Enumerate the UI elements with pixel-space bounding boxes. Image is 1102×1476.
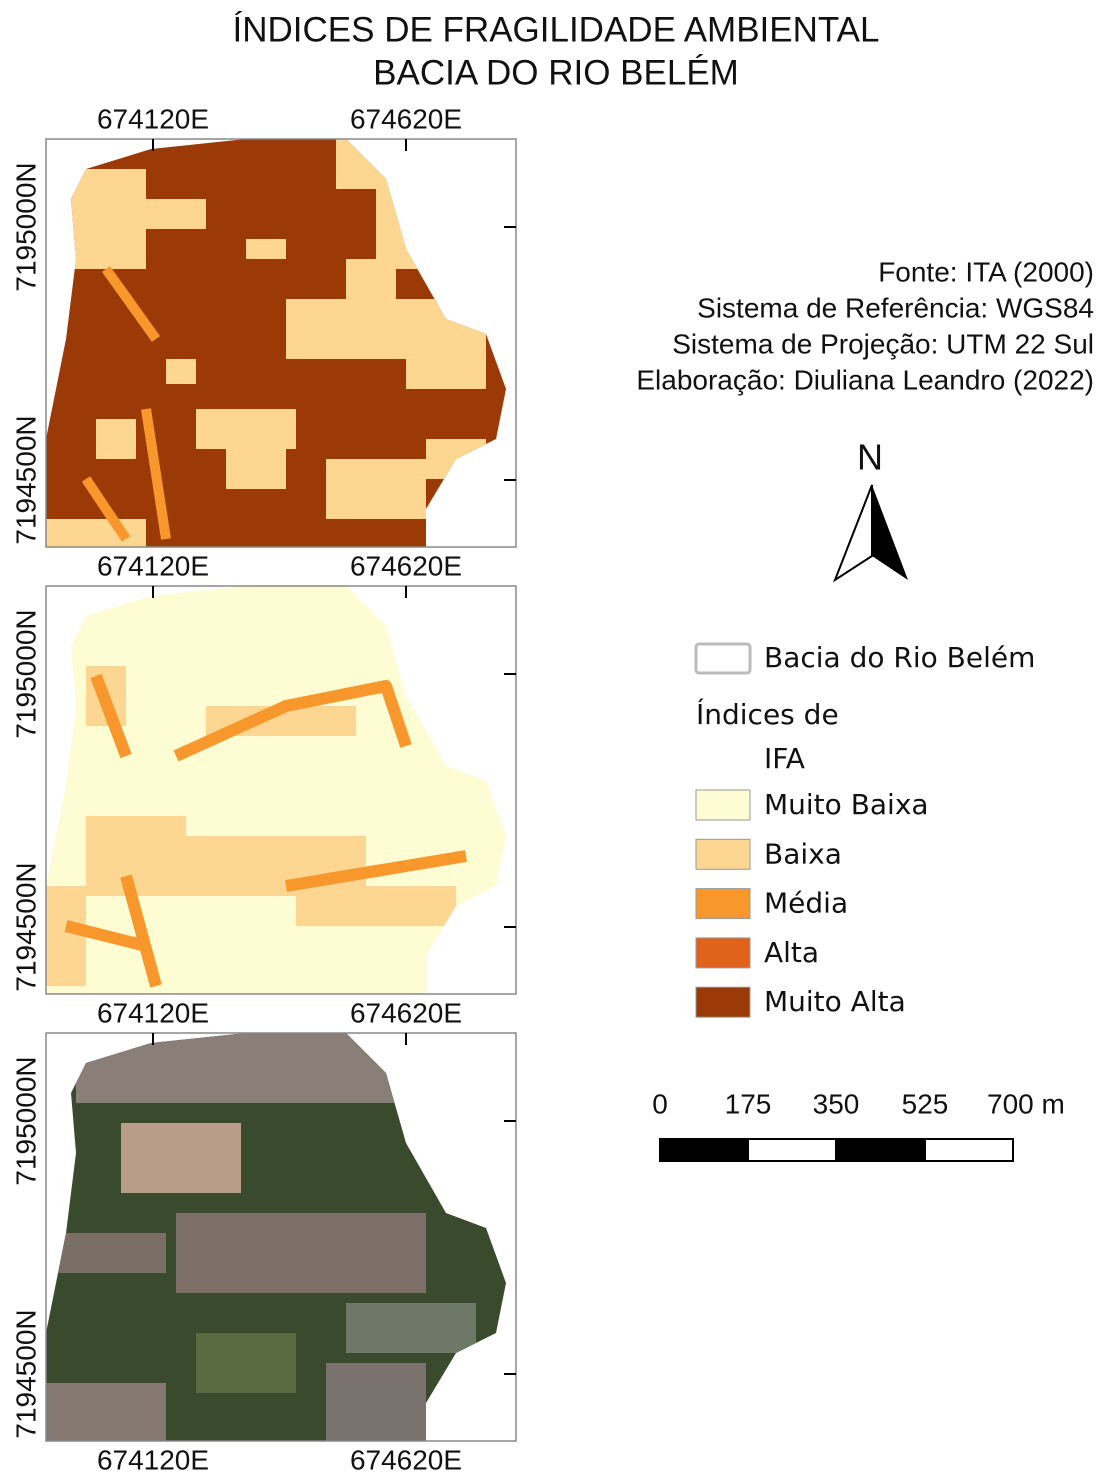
x-coordinate-label: 674620E	[350, 1444, 462, 1475]
legend-label: Baixa	[764, 837, 842, 870]
map-panel	[46, 1033, 516, 1441]
class-area	[326, 459, 426, 519]
map-panel	[46, 139, 516, 547]
class-area	[296, 886, 456, 926]
class-area	[376, 189, 426, 269]
legend-swatch	[696, 938, 750, 968]
title-line: ÍNDICES DE FRAGILIDADE AMBIENTAL	[233, 10, 880, 49]
legend-heading: IFA	[764, 742, 805, 775]
class-area	[426, 439, 486, 479]
class-area	[346, 259, 396, 299]
title-line: BACIA DO RIO BELÉM	[373, 53, 739, 92]
y-coordinate-label: 7194500N	[10, 862, 41, 991]
land-cover	[76, 1033, 396, 1103]
map-content	[46, 586, 516, 994]
x-coordinate-label: 674120E	[97, 103, 209, 134]
class-area	[166, 359, 196, 384]
map-content	[46, 139, 516, 547]
class-area	[146, 199, 206, 229]
x-coordinate-label: 674120E	[97, 997, 209, 1028]
land-cover	[326, 1363, 426, 1441]
legend-label: Muito Baixa	[764, 788, 929, 821]
legend-swatch	[696, 839, 750, 869]
x-coordinate-label: 674620E	[350, 550, 462, 581]
y-coordinate-label: 7195000N	[10, 609, 41, 738]
x-coordinate-label: 674120E	[97, 1444, 209, 1475]
x-coordinate-label: 674620E	[350, 997, 462, 1028]
legend-boundary-swatch	[696, 644, 750, 673]
land-cover	[196, 1333, 296, 1393]
legend-swatch	[696, 790, 750, 820]
scale-segment	[748, 1139, 836, 1161]
scale-label: 0	[652, 1088, 668, 1119]
scale-label: 175	[725, 1088, 772, 1119]
class-area	[226, 439, 286, 489]
class-area	[66, 169, 146, 269]
north-label: N	[857, 437, 883, 478]
class-area	[246, 239, 286, 259]
credit-line: Sistema de Projeção: UTM 22 Sul	[672, 328, 1094, 359]
land-cover	[176, 1213, 426, 1293]
land-cover	[121, 1123, 241, 1193]
map-page: ÍNDICES DE FRAGILIDADE AMBIENTAL BACIA D…	[0, 0, 1102, 1476]
class-area	[96, 419, 136, 459]
class-area	[336, 139, 396, 189]
legend-swatch	[696, 987, 750, 1017]
map-panel	[46, 586, 516, 994]
class-area	[46, 519, 146, 547]
credit-line: Fonte: ITA (2000)	[878, 256, 1094, 287]
class-area	[46, 886, 86, 986]
scale-segment	[925, 1139, 1013, 1161]
legend-swatch	[696, 889, 750, 919]
map-content	[46, 1033, 516, 1441]
scale-label: 525	[902, 1088, 949, 1119]
legend-label: Média	[764, 887, 848, 920]
scale-segment	[660, 1139, 748, 1161]
y-coordinate-label: 7194500N	[10, 415, 41, 544]
y-coordinate-label: 7195000N	[10, 162, 41, 291]
scale-label: 700 m	[987, 1088, 1065, 1119]
north-arrow-left	[835, 485, 872, 580]
legend-heading: Índices de	[696, 697, 839, 731]
scale-segment	[836, 1139, 925, 1161]
y-coordinate-label: 7194500N	[10, 1309, 41, 1438]
legend-label: Alta	[764, 936, 819, 969]
credit-line: Sistema de Referência: WGS84	[697, 292, 1094, 323]
y-coordinate-label: 7195000N	[10, 1056, 41, 1185]
legend-label: Bacia do Rio Belém	[764, 641, 1035, 674]
land-cover	[46, 1233, 166, 1273]
legend-label: Muito Alta	[764, 985, 906, 1018]
x-coordinate-label: 674620E	[350, 103, 462, 134]
land-cover	[46, 1383, 166, 1441]
land-cover	[346, 1303, 476, 1353]
x-coordinate-label: 674120E	[97, 550, 209, 581]
class-area	[406, 339, 486, 389]
north-arrow-right	[872, 485, 908, 580]
credit-line: Elaboração: Diuliana Leandro (2022)	[636, 364, 1094, 395]
scale-label: 350	[813, 1088, 860, 1119]
